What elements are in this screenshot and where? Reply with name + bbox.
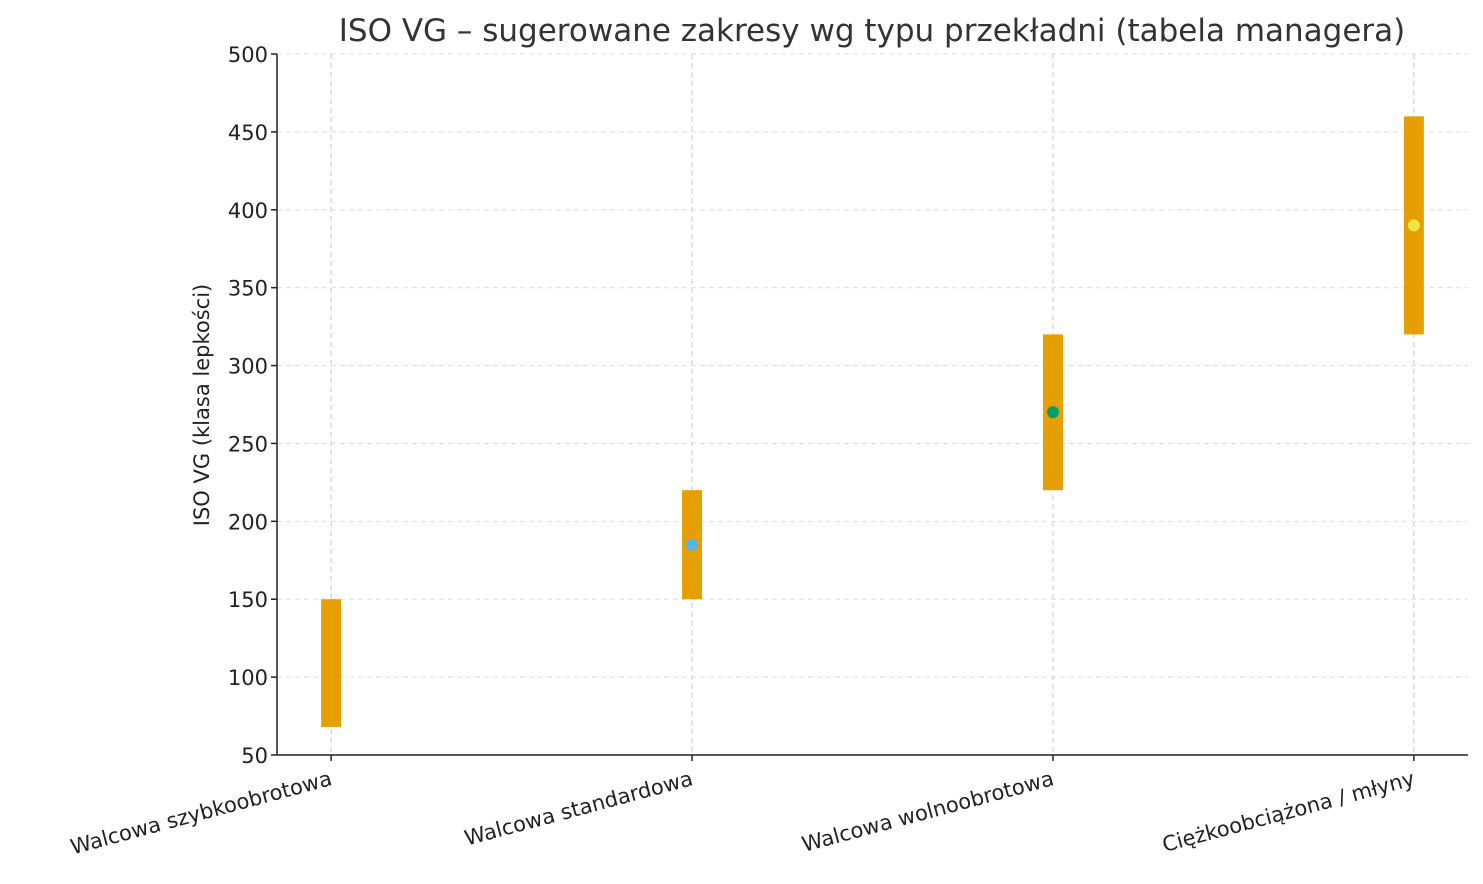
y-tick-label: 450 [228,121,268,145]
y-tick-label: 50 [241,744,268,768]
y-axis-label: ISO VG (klasa lepkości) [190,284,214,526]
midpoint-marker [325,657,338,670]
y-tick-label: 350 [228,277,268,301]
x-tick-label: Walcowa wolnoobrotowa [799,766,1056,856]
y-tick-label: 500 [228,43,268,67]
x-tick-label: Walcowa standardowa [462,766,695,850]
midpoint-marker [686,538,699,551]
midpoint-marker [1407,219,1420,232]
y-tick-label: 100 [228,666,268,690]
x-tick-label: Walcowa szybkoobrotowa [68,766,335,859]
midpoint-marker [1046,406,1059,419]
x-tick-label: Ciężkoobciążona / młyny [1160,766,1418,857]
y-tick-label: 200 [228,510,268,534]
chart-title: ISO VG – sugerowane zakresy wg typu prze… [339,13,1406,49]
y-tick-label: 250 [228,432,268,456]
y-tick-label: 150 [228,588,268,612]
y-tick-label: 400 [228,199,268,223]
y-tick-label: 300 [228,355,268,379]
